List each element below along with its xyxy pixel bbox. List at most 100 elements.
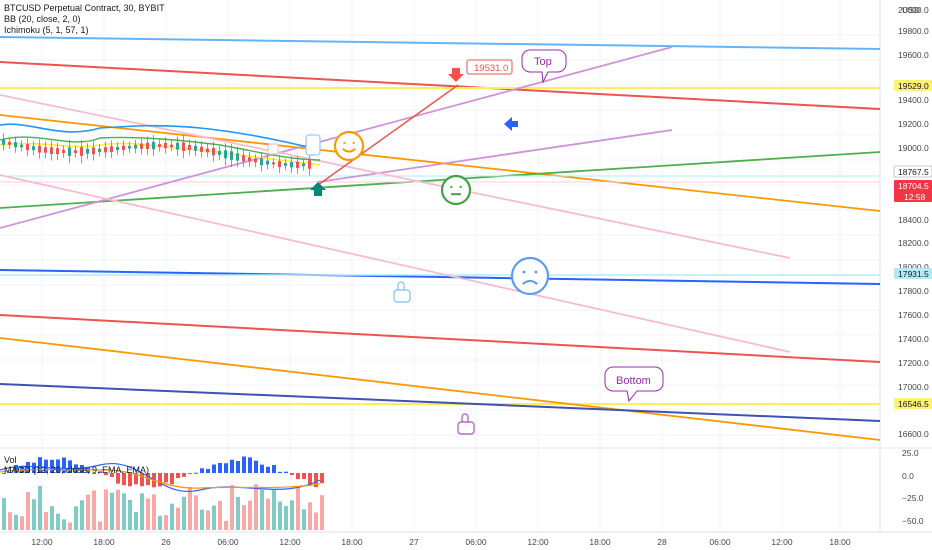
time-tick-label: 18:00 <box>93 537 115 547</box>
macd-bar <box>56 459 60 473</box>
macd-bar <box>158 473 162 487</box>
face-outline <box>333 130 365 162</box>
price-tick-label: 19200.0 <box>898 119 929 129</box>
candle-body <box>32 146 35 151</box>
candle-body <box>230 151 233 160</box>
volume-bar <box>230 485 234 530</box>
macd-bar <box>8 471 12 473</box>
target-price-box <box>466 59 513 75</box>
volume-bar <box>44 512 48 530</box>
ichimoku-legend[interactable]: Ichimoku (5, 1, 57, 1) <box>4 25 89 35</box>
price-tick-label: 19000.0 <box>898 143 929 153</box>
face-eye <box>343 141 346 145</box>
macd-bar <box>302 473 306 479</box>
macd-tick-label: 25.0 <box>902 448 919 458</box>
face-outline <box>440 174 472 206</box>
grid-lines <box>0 0 880 532</box>
volume-bar <box>86 494 90 530</box>
price-tick-label: 20000.0 <box>898 5 929 15</box>
volume-bar <box>80 500 84 530</box>
marker-shape <box>267 143 279 155</box>
macd-bar <box>230 459 234 473</box>
volume-bar <box>170 503 174 530</box>
volume-bar <box>98 521 102 530</box>
candle-body <box>80 147 83 156</box>
macd-bar <box>62 457 66 473</box>
bb-legend[interactable]: BB (20, close, 2, 0) <box>4 14 81 24</box>
candle-body <box>50 147 53 154</box>
macd-legend[interactable]: MACD (12, 26, close, 9, EMA, EMA) <box>4 465 150 475</box>
candle-body <box>266 160 269 165</box>
macd-bar <box>266 466 270 473</box>
candle-body <box>164 143 167 149</box>
price-tick-label: 17000.0 <box>898 382 929 392</box>
macd-bar <box>260 464 264 473</box>
candle-body <box>242 155 245 162</box>
macd-bar <box>182 473 186 477</box>
candle-body <box>122 145 125 151</box>
arrow-left-icon <box>504 117 518 131</box>
volume-bar <box>200 509 204 530</box>
price-badge-sublabel: 12:58 <box>904 192 926 202</box>
volume-bar <box>272 489 276 530</box>
candle-body <box>206 148 209 153</box>
macd-bar <box>80 464 84 473</box>
macd-bar <box>92 473 96 474</box>
trend-line-blue-top <box>0 36 881 50</box>
macd-bar <box>308 473 312 486</box>
face-eye <box>459 185 462 189</box>
hand-palm <box>393 289 411 303</box>
volume-bar <box>176 507 180 530</box>
candle-body <box>218 150 221 155</box>
candle-body <box>116 146 119 151</box>
volume-bar <box>236 496 240 530</box>
hand-palm <box>457 421 475 435</box>
trend-line-red-upper <box>0 61 881 110</box>
macd-bar <box>236 460 240 473</box>
volume-bar <box>146 498 150 530</box>
projection-line <box>317 84 459 186</box>
candle-body <box>260 158 263 166</box>
macd-bar <box>176 473 180 479</box>
vol-legend[interactable]: Vol <box>4 455 17 465</box>
volume-bar <box>212 505 216 530</box>
volume-bar <box>218 500 222 530</box>
volume-bar <box>50 506 54 530</box>
price-tick-label: 19600.0 <box>898 50 929 60</box>
candle-body <box>236 153 239 161</box>
arrow-down-icon <box>448 68 464 82</box>
macd-bar <box>212 464 216 473</box>
candle-body <box>302 163 305 167</box>
candle-body <box>296 161 299 168</box>
volume-bar <box>254 484 258 530</box>
price-axis: 20000.0 19800.0 19600.0 19400.0 19200.0 19000… <box>893 5 932 526</box>
symbol-title[interactable]: BTCUSD Perpetual Contract, 30, BYBIT <box>4 3 165 13</box>
volume-bar <box>194 495 198 530</box>
candle-body <box>74 150 77 154</box>
candle-body <box>26 144 29 151</box>
face-eye <box>352 141 355 145</box>
candle-body <box>104 147 107 153</box>
volume-bar <box>74 506 78 530</box>
price-badge-bg <box>894 268 932 279</box>
price-badge-label: 16546.5 <box>898 399 929 409</box>
macd-bar <box>140 473 144 487</box>
volume-bar <box>92 490 96 530</box>
volume-bar <box>290 500 294 530</box>
time-tick-label: 18:00 <box>589 537 611 547</box>
volume-bar <box>188 486 192 530</box>
macd-bar <box>68 460 72 473</box>
macd-bar <box>218 463 222 473</box>
volume-bar <box>62 519 66 530</box>
volume-bar <box>296 486 300 530</box>
macd-bar <box>242 456 246 473</box>
candle-body <box>8 141 11 145</box>
volume-bar <box>164 515 168 530</box>
bottom-callout: Bottom <box>604 366 664 403</box>
candle-body <box>146 142 149 149</box>
time-tick-label: 18:00 <box>341 537 363 547</box>
macd-tick-label: −50.0 <box>902 516 924 526</box>
face-outline <box>510 256 550 296</box>
